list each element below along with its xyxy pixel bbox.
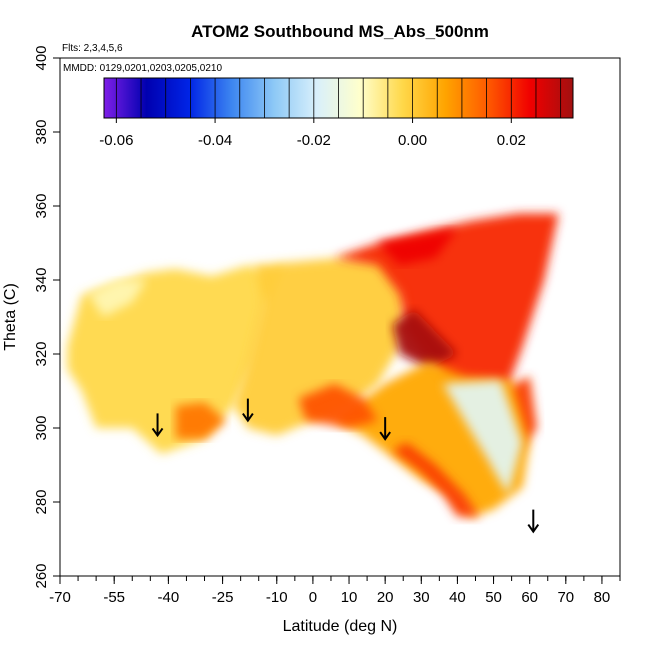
- y-tick-label: 380: [33, 119, 50, 144]
- region-upper-plume-core: [377, 228, 458, 266]
- y-tick-label: 400: [33, 45, 50, 70]
- x-tick-label: 40: [449, 589, 466, 606]
- chart-title: ATOM2 Southbound MS_Abs_500nm: [191, 22, 489, 41]
- x-tick-label: -25: [212, 589, 234, 606]
- x-tick-label: -40: [158, 589, 180, 606]
- plot-frame: [59, 57, 621, 577]
- x-tick-label: -55: [103, 589, 125, 606]
- colorbar-tick-label: -0.02: [297, 132, 331, 149]
- region-central-domain: [233, 257, 407, 436]
- region-lower-plume-edge: [392, 442, 480, 517]
- region-blue-triangle: [443, 379, 523, 495]
- y-tick-label: 300: [33, 415, 50, 440]
- y-tick-label: 280: [33, 489, 50, 514]
- x-tick-label: 0: [309, 589, 317, 606]
- colorbar-tick-label: -0.04: [198, 132, 232, 149]
- x-axis: -70 -55 -40 -25 -10 0 10 20 30 40 50 60 70 80: [49, 576, 621, 606]
- x-tick-label: -10: [266, 589, 288, 606]
- y-axis: 260 280 300 320 340 360 380 400: [33, 45, 60, 589]
- colorbar-dividers: [115, 78, 562, 118]
- flight-arrow: [527, 509, 540, 534]
- region-mid-orange-patch: [298, 383, 378, 428]
- y-tick-label: 320: [33, 341, 50, 366]
- x-tick-label: 60: [521, 589, 538, 606]
- flight-arrow: [242, 398, 254, 423]
- flights-note: Flts: 2,3,4,5,6: [62, 43, 123, 54]
- colorbar-ticks: -0.06 -0.04 -0.02 0.00 0.02: [99, 118, 526, 149]
- dates-note: MMDD: 0129,0201,0203,0205,0210: [63, 63, 222, 74]
- y-tick-label: 360: [33, 193, 50, 218]
- x-tick-label: 70: [557, 589, 574, 606]
- x-tick-label: 10: [341, 589, 358, 606]
- flight-arrow: [379, 417, 391, 441]
- x-tick-label: -70: [49, 589, 71, 606]
- region-southern-blue-patch: [88, 280, 147, 317]
- data-field: [67, 213, 559, 517]
- colorbar-tick-label: -0.06: [99, 132, 133, 149]
- region-southern-orange-patch: [175, 402, 227, 440]
- x-tick-label: 80: [594, 589, 611, 606]
- y-tick-label: 340: [33, 267, 50, 292]
- x-tick-label: 20: [377, 589, 394, 606]
- flight-arrow: [151, 413, 164, 438]
- x-axis-label: Latitude (deg N): [283, 618, 398, 635]
- x-tick-label: 30: [413, 589, 430, 606]
- region-plume-core: [392, 309, 458, 369]
- region-northern-plume: [334, 213, 559, 428]
- colorbar-tick-label: 0.00: [398, 132, 427, 149]
- region-southern-domain: [67, 265, 284, 454]
- flight-markers: [151, 398, 540, 534]
- colorbar-tick-label: 0.02: [497, 132, 526, 149]
- y-tick-label: 260: [33, 563, 50, 588]
- y-axis-label: Theta (C): [2, 283, 19, 351]
- x-tick-label: 50: [485, 589, 502, 606]
